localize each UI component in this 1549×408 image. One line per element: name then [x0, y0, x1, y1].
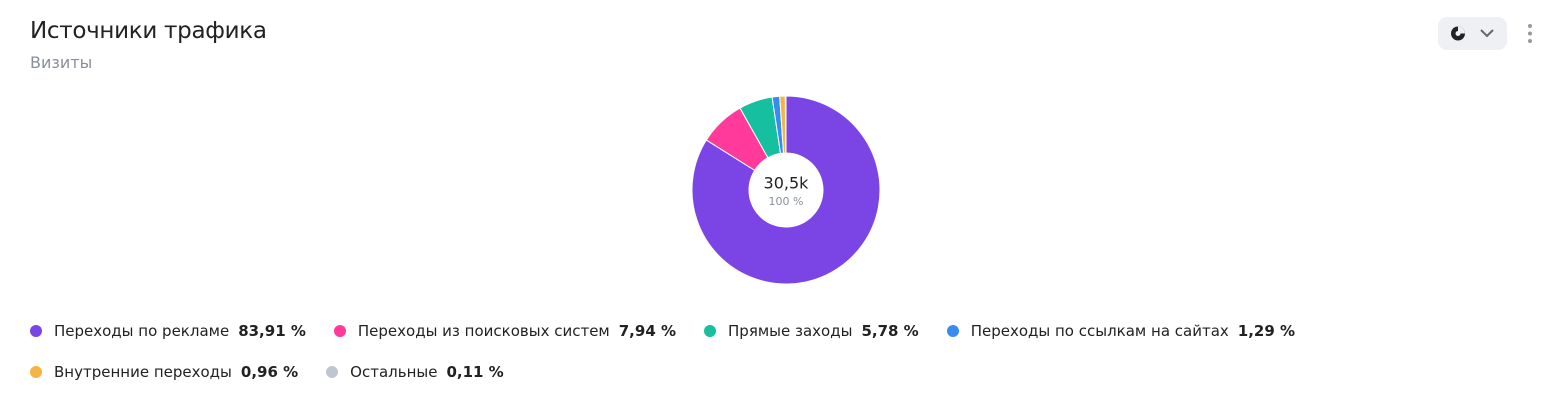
more-menu[interactable] [1528, 24, 1532, 43]
legend-item[interactable]: Прямые заходы 5,78 % [704, 320, 919, 342]
pie-slice[interactable] [784, 95, 787, 154]
center-total: 30,5k [764, 174, 810, 193]
legend-value: 0,11 % [446, 363, 504, 381]
chart: 30,5k 100 % [691, 17, 1532, 285]
legend-value: 83,91 % [238, 322, 306, 340]
legend-value: 1,29 % [1237, 322, 1296, 340]
pie [691, 95, 881, 285]
pie-icon-hole [1455, 31, 1461, 36]
center-share: 100 % [769, 195, 804, 208]
legend-item[interactable]: Внутренние переходы 0,96 % [30, 361, 298, 383]
legend-item[interactable]: Переходы по ссылкам на сайтах 1,29 % [946, 320, 1296, 342]
legend-item[interactable]: Переходы из поисковых систем 7,94 % [333, 320, 677, 342]
chevron [1480, 29, 1494, 38]
legend-item[interactable]: Переходы по рекламе 83,91 % [30, 320, 306, 342]
menu-dot [1528, 24, 1532, 28]
legend-label: Переходы из поисковых систем [357, 322, 610, 340]
legend-swatch [326, 366, 339, 378]
legend-label: Переходы по ссылкам на сайтах [970, 322, 1229, 340]
legend-value: 0,96 % [240, 363, 299, 381]
legend-value: 7,94 % [618, 322, 677, 340]
legend: Переходы по рекламе 83,91 % Переходы из по… [30, 320, 1320, 383]
chart-type-button[interactable] [1438, 17, 1507, 50]
legend-swatch [946, 325, 959, 337]
menu-dot [1528, 39, 1532, 43]
chart-subtitle: Визиты [30, 53, 93, 72]
legend-label: Остальные [350, 363, 438, 381]
legend-swatch [30, 366, 42, 378]
legend-item[interactable]: Остальные 0,11 % [326, 361, 504, 383]
pie-slice[interactable] [691, 95, 881, 285]
legend-swatch [704, 325, 717, 337]
legend-swatch [333, 325, 346, 337]
legend-label: Прямые заходы [728, 322, 853, 340]
legend-label: Переходы по рекламе [54, 322, 230, 340]
menu-dot [1528, 31, 1532, 36]
legend-value: 5,78 % [861, 322, 919, 340]
button-bg [1438, 17, 1507, 50]
legend-label: Внутренние переходы [54, 363, 232, 381]
chart-title: Источники трафика [30, 18, 267, 44]
legend-swatch [30, 325, 42, 337]
